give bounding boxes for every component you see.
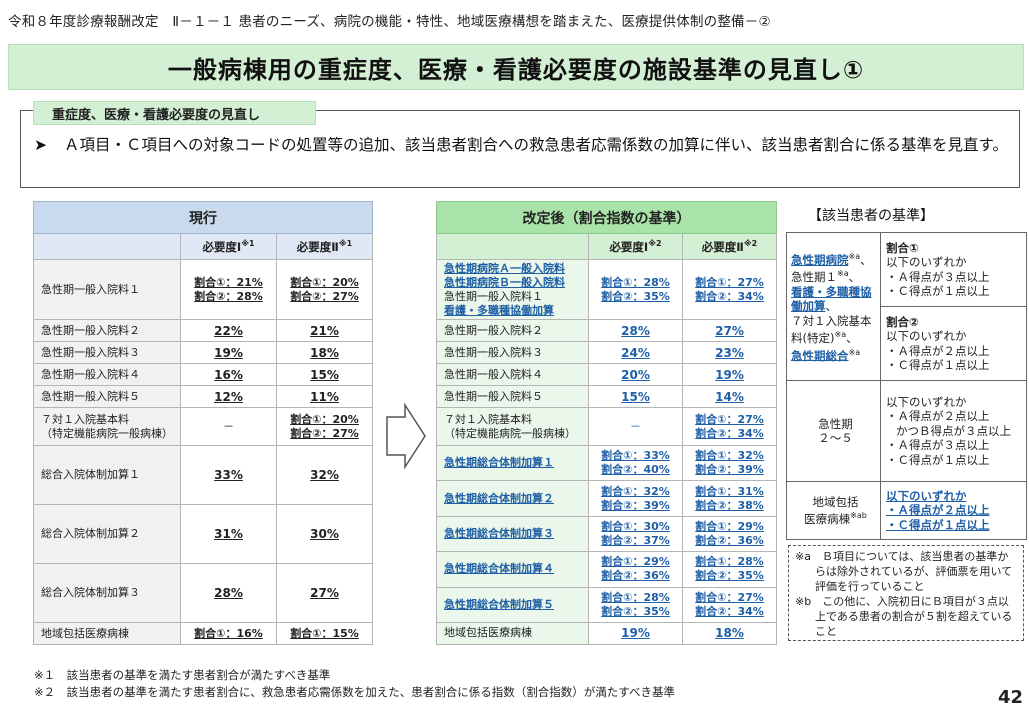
table-row: 急性期一般入院料１ 割合①：21% 割合②：28% 割合①：20% 割合②：27% (33, 259, 374, 320)
criteria-group-acute: 急性期病院※a、 急性期１※a、 看護・多職種協働加算、 ７対１入院基本料(特定… (786, 232, 881, 381)
table-row: 地域包括医療病棟 割合①：16% 割合①：15% (33, 622, 374, 645)
current-col1-header: 必要度Ⅰ※1 (180, 233, 277, 260)
footnote-1: ※１ 該当患者の基準を満たす患者割合が満たすべき基準 (34, 668, 331, 682)
footnote-2: ※２ 該当患者の基準を満たす患者割合に、救急患者応需係数を加えた、患者割合に係る… (34, 685, 675, 699)
criteria-ratio3: 以下のいずれか ・Ａ得点が２点以上 かつＢ得点が３点以上 ・Ａ得点が３点以上 ・… (880, 380, 1027, 482)
revision-box (20, 110, 1020, 188)
current-table: 現行 必要度Ⅰ※1 必要度Ⅱ※1 急性期一般入院料１ 割合①：21% 割合②：28… (32, 201, 374, 645)
table-row: 急性期一般入院料３ 24% 23% (436, 341, 778, 364)
criteria-notes: ※a Ｂ項目については、該当患者の基準からは除外されているが、評価票を用いて評価… (788, 545, 1024, 641)
revised-col2-header: 必要度Ⅱ※2 (681, 233, 778, 260)
table-row: 総合入院体制加算１ 33% 32% (33, 445, 374, 505)
right-arrow-icon (386, 403, 426, 469)
table-row: 急性期一般入院料３ 19% 18% (33, 341, 374, 364)
table-row: ７対１入院基本料 （特定機能病院一般病棟） － 割合①：27% 割合②：34% (436, 407, 778, 446)
revision-body: Ａ項目・Ｃ項目への対象コードの処置等の追加、該当患者割合への救急患者応需係数の加… (64, 136, 1008, 154)
table-row: 急性期一般入院料４ 16% 15% (33, 363, 374, 386)
slide-header: 令和８年度診療報酬改定 Ⅱ－１－１ 患者のニーズ、病院の機能・特性、地域医療構想… (8, 14, 771, 30)
page-number: 42 (998, 687, 1024, 708)
criteria-ratio4: 以下のいずれか ・Ａ得点が２点以上 ・Ｃ得点が１点以上 (880, 481, 1027, 540)
table-row: 急性期一般入院料２ 22% 21% (33, 319, 374, 342)
criteria-group-acute-2-5: 急性期 ２～５ (786, 380, 881, 482)
table-row: 急性期総合体制加算５ 割合①：28% 割合②：35% 割合①：27% 割合②：34% (436, 586, 778, 623)
revised-col1-header: 必要度Ⅰ※2 (588, 233, 683, 260)
revision-text: ➤ Ａ項目・Ｃ項目への対象コードの処置等の追加、該当患者割合への救急患者応需係数… (34, 134, 1011, 156)
table-row: 急性期総合体制加算４ 割合①：29% 割合②：36% 割合①：28% 割合②：35% (436, 551, 778, 588)
table-row: 急性期病院Ａ一般入院料 急性期病院Ｂ一般入院料 急性期一般入院料１ 看護・多職種… (436, 259, 778, 320)
table-row: 総合入院体制加算２ 31% 30% (33, 504, 374, 564)
current-col2-header: 必要度Ⅱ※1 (275, 233, 374, 260)
table-row: 急性期一般入院料２ 28% 27% (436, 319, 778, 342)
title-band: 一般病棟用の重症度、医療・看護必要度の施設基準の見直し① (8, 44, 1024, 90)
arrow-bullet-icon: ➤ (34, 136, 47, 154)
table-row: 急性期一般入院料４ 20% 19% (436, 363, 778, 386)
criteria-ratio2: 割合② 以下のいずれか ・Ａ得点が２点以上 ・Ｃ得点が１点以上 (880, 306, 1027, 381)
table-row: 急性期一般入院料５ 15% 14% (436, 385, 778, 408)
table-row: 急性期総合体制加算２ 割合①：32% 割合②：39% 割合①：31% 割合②：38% (436, 480, 778, 517)
criteria-ratio1: 割合① 以下のいずれか ・Ａ得点が３点以上 ・Ｃ得点が１点以上 (880, 232, 1027, 307)
table-row: 急性期総合体制加算３ 割合①：30% 割合②：37% 割合①：29% 割合②：36% (436, 515, 778, 553)
criteria-title: 【該当患者の基準】 (808, 208, 934, 224)
current-header: 現行 (32, 201, 374, 234)
note-b: ※b この他に、入院初日にＢ項目が３点以上である患者の割合が５割を超えていること (795, 595, 1013, 638)
criteria-table: 急性期病院※a、 急性期１※a、 看護・多職種協働加算、 ７対１入院基本料(特定… (786, 232, 1027, 540)
table-row: 総合入院体制加算３ 28% 27% (33, 563, 374, 623)
table-row: 急性期総合体制加算１ 割合①：33% 割合②：40% 割合①：32% 割合②：39% (436, 444, 778, 482)
criteria-group-regional: 地域包括 医療病棟※ab (786, 481, 881, 540)
table-row: 急性期一般入院料５ 12% 11% (33, 385, 374, 408)
revision-label: 重症度、医療・看護必要度の見直し (33, 101, 316, 125)
table-row: 地域包括医療病棟 19% 18% (436, 621, 778, 645)
table-row: ７対１入院基本料 （特定機能病院一般病棟） － 割合①：20% 割合②：27% (33, 407, 374, 446)
page-title: 一般病棟用の重症度、医療・看護必要度の施設基準の見直し① (167, 55, 865, 84)
revised-table: 改定後（割合指数の基準） 必要度Ⅰ※2 必要度Ⅱ※2 急性期病院Ａ一般入院料 急… (435, 201, 778, 645)
note-a: ※a Ｂ項目については、該当患者の基準からは除外されているが、評価票を用いて評価… (795, 550, 1013, 593)
revised-header: 改定後（割合指数の基準） (435, 201, 778, 234)
